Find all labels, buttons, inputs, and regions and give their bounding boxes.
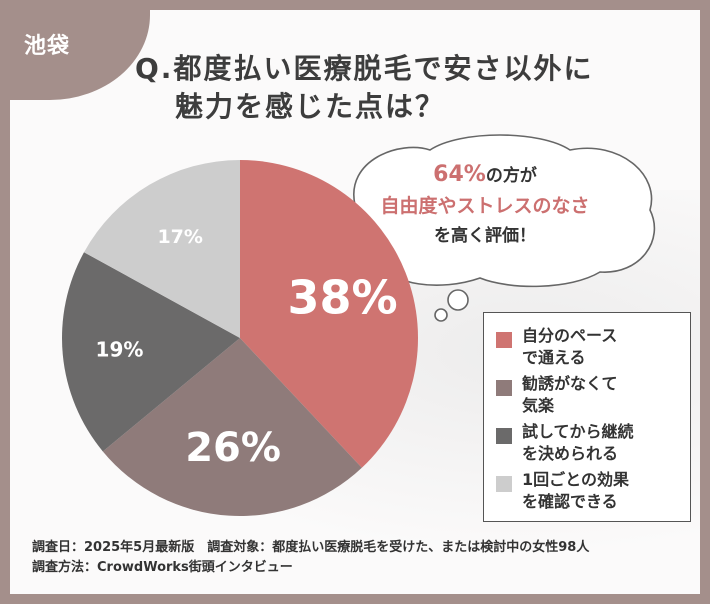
legend-item-4: 1回ごとの効果 を確認できる	[496, 469, 672, 513]
legend-label-4-line1: 1回ごとの効果	[522, 470, 629, 489]
callout-dot-large	[447, 289, 469, 311]
legend-swatch-3	[496, 428, 512, 444]
legend-label-4: 1回ごとの効果 を確認できる	[522, 469, 672, 513]
survey-footnote: 調査日：2025年5月最新版 調査対象：都度払い医療脱毛を受けた、または検討中の…	[32, 538, 589, 578]
pie-data-label-3: 19%	[96, 337, 144, 361]
pie-slice-2	[102, 338, 362, 516]
legend-label-3-line1: 試してから継続	[522, 422, 634, 441]
legend-item-3: 試してから継続 を決められる	[496, 421, 672, 465]
chart-title: Q.都度払い医療脱毛で安さ以外に 魅力を感じた点は？	[135, 50, 593, 126]
location-label: 池袋	[24, 34, 71, 59]
callout-percent: 64%	[433, 162, 486, 187]
chart-legend: 自分のペース で通える 勧誘がなくて 気楽 試してから継続 を決められる 1回ごとの効…	[483, 312, 691, 522]
pie-data-label-4: 17%	[157, 226, 202, 248]
legend-label-2-line2: 気楽	[522, 396, 555, 415]
legend-label-2-line1: 勧誘がなくて	[522, 374, 618, 393]
footnote-line-2: 調査方法：CrowdWorks街頭インタビュー	[32, 560, 293, 575]
title-line-1: Q.都度払い医療脱毛で安さ以外に	[135, 52, 594, 85]
callout-line-1-rest: の方が	[485, 166, 537, 186]
legend-label-1-line1: 自分のペース	[522, 326, 618, 345]
legend-label-3-line2: を決められる	[522, 444, 619, 463]
callout-line-2: 自由度やストレスのなさ	[380, 195, 590, 217]
legend-label-2: 勧誘がなくて 気楽	[522, 373, 672, 417]
pie-slice-3	[61, 252, 240, 452]
legend-item-2: 勧誘がなくて 気楽	[496, 373, 672, 417]
legend-label-1: 自分のペース で通える	[522, 325, 672, 369]
title-line-2: 魅力を感じた点は？	[175, 90, 446, 123]
legend-swatch-1	[496, 332, 512, 348]
callout-line-1: 64%の方が	[360, 160, 610, 191]
callout-line-3: を高く評価！	[434, 226, 536, 246]
pie-data-label-2: 26%	[185, 425, 281, 471]
footnote-line-1: 調査日：2025年5月最新版 調査対象：都度払い医療脱毛を受けた、または検討中の…	[32, 540, 590, 555]
callout-dot-small	[434, 308, 448, 322]
legend-label-3: 試してから継続 を決められる	[522, 421, 672, 465]
callout-bubble	[344, 134, 656, 322]
pie-slice-1	[240, 160, 419, 468]
legend-swatch-2	[496, 380, 512, 396]
legend-swatch-4	[496, 476, 512, 492]
pie-slices	[61, 160, 419, 516]
pie-data-label-1: 38%	[288, 270, 398, 324]
legend-item-1: 自分のペース で通える	[496, 325, 672, 369]
legend-label-1-line2: で通える	[522, 348, 586, 367]
legend-label-4-line2: を確認できる	[522, 492, 618, 511]
callout-text: 64%の方が 自由度やストレスのなさ を高く評価！	[360, 160, 610, 251]
pie-labels: 38% 26% 19% 17%	[96, 226, 398, 471]
pie-slice-4	[84, 160, 240, 338]
